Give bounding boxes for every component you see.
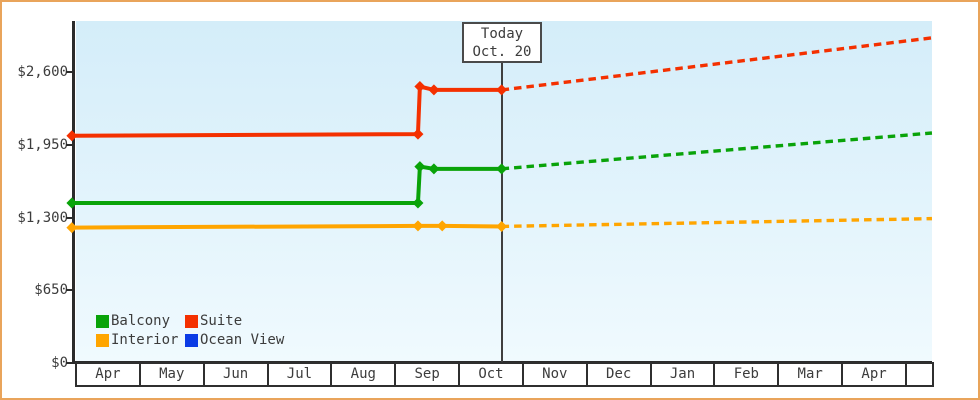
legend-swatch-icon <box>96 333 109 347</box>
legend-item: Suite <box>185 314 284 328</box>
legend-swatch-icon <box>96 314 109 328</box>
today-date: Oct. 20 <box>472 43 532 60</box>
month-cell-empty <box>907 364 932 385</box>
month-cell: Jan <box>652 364 716 385</box>
legend-swatch-icon <box>185 333 198 347</box>
y-tick-mark <box>66 289 74 292</box>
y-tick-mark <box>66 71 74 73</box>
legend-item: Interior <box>96 333 185 347</box>
month-cell: Dec <box>588 364 652 385</box>
y-tick-mark <box>66 143 74 146</box>
legend-item: Ocean View <box>185 333 284 347</box>
y-tick-label: $650 <box>34 282 68 299</box>
y-tick-label: $1,950 <box>17 136 68 153</box>
month-cell: Oct <box>460 364 524 385</box>
month-cell: Jun <box>205 364 269 385</box>
month-cell: May <box>141 364 205 385</box>
x-axis-month-band: Apr May Jun Jul Aug Sep Oct Nov Dec Jan Feb Mar Apr <box>75 362 934 387</box>
month-cell: Feb <box>715 364 780 385</box>
today-marker-box: Today Oct. 20 <box>462 22 542 63</box>
legend-swatch-icon <box>185 314 198 328</box>
month-cell: Mar <box>779 364 844 385</box>
today-vertical-line <box>501 60 503 363</box>
y-tick-mark <box>66 216 74 219</box>
legend-label: Interior <box>111 332 179 348</box>
month-cell: Sep <box>396 364 461 385</box>
month-cell: Apr <box>77 364 141 385</box>
month-cell: Nov <box>524 364 588 385</box>
y-tick-label: $1,300 <box>17 209 68 226</box>
chart-legend: Balcony Suite Interior Ocean View <box>96 314 284 347</box>
plot-area-background <box>76 21 932 363</box>
y-tick-mark <box>66 362 74 364</box>
month-cell: Apr <box>843 364 907 385</box>
month-cell: Aug <box>332 364 397 385</box>
legend-item: Balcony <box>96 314 185 328</box>
month-cell: Jul <box>269 364 333 385</box>
legend-label: Balcony <box>111 313 171 329</box>
legend-label: Suite <box>200 313 243 329</box>
y-tick-label: $2,600 <box>17 64 68 80</box>
today-label: Today <box>480 25 524 42</box>
y-tick-label: $0 <box>51 355 68 371</box>
legend-label: Ocean View <box>200 332 285 348</box>
